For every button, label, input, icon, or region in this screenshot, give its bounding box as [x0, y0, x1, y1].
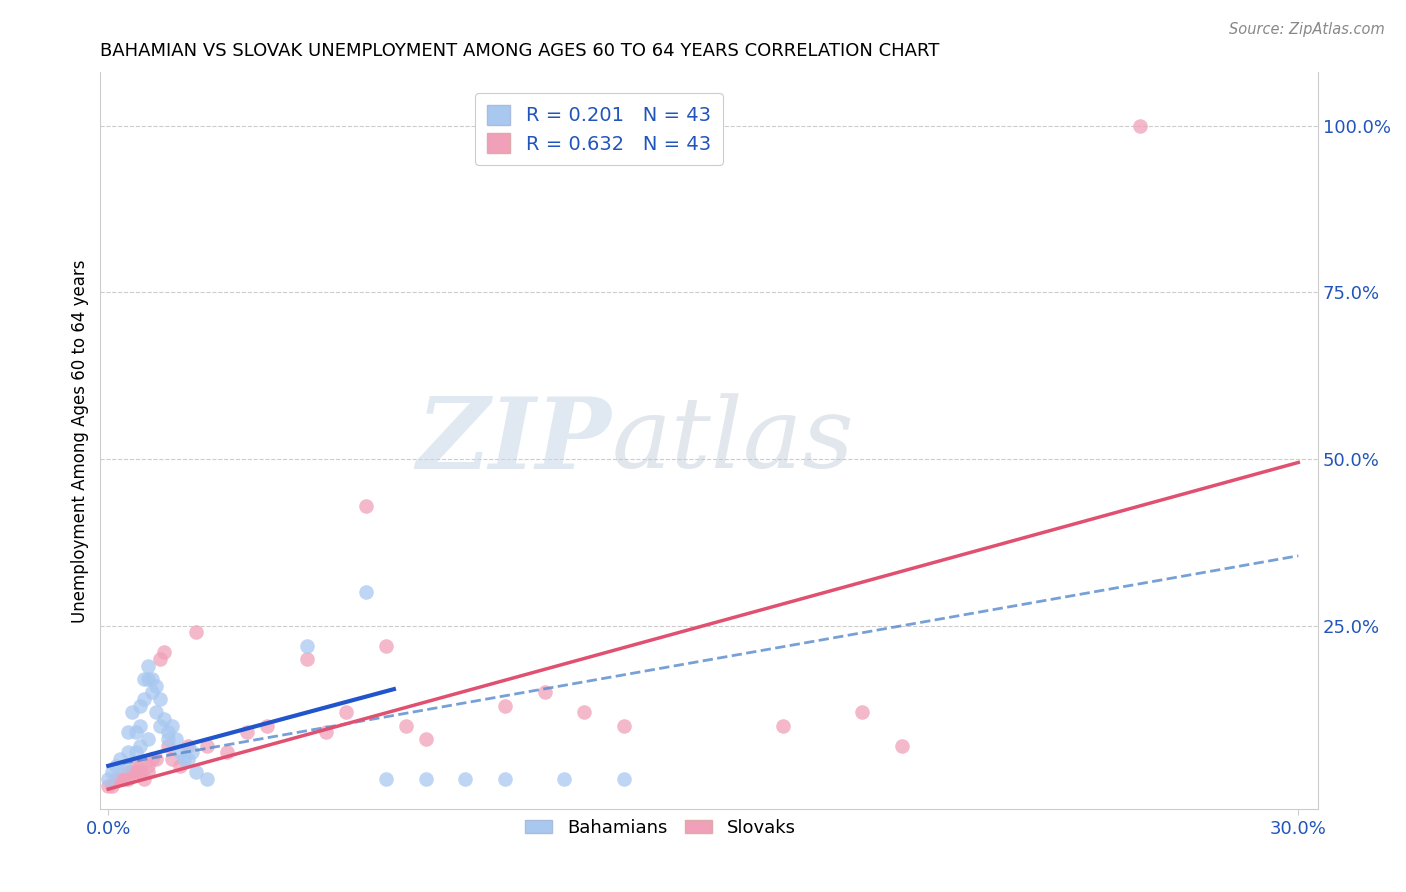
Point	[125, 746, 148, 760]
Point	[141, 685, 163, 699]
Text: atlas: atlas	[612, 393, 855, 489]
Point	[180, 746, 202, 760]
Text: ZIP: ZIP	[416, 392, 612, 489]
Point	[335, 706, 357, 720]
Point	[145, 679, 167, 693]
Point	[295, 652, 318, 666]
Point	[236, 725, 259, 739]
Text: BAHAMIAN VS SLOVAK UNEMPLOYMENT AMONG AGES 60 TO 64 YEARS CORRELATION CHART: BAHAMIAN VS SLOVAK UNEMPLOYMENT AMONG AG…	[100, 42, 939, 60]
Point	[256, 719, 278, 733]
Point	[136, 658, 159, 673]
Point	[112, 772, 135, 786]
Point	[97, 779, 120, 793]
Point	[136, 759, 159, 773]
Point	[415, 772, 437, 786]
Point	[574, 706, 596, 720]
Point	[117, 725, 139, 739]
Point	[354, 585, 377, 599]
Point	[105, 772, 128, 786]
Point	[153, 645, 176, 659]
Point	[553, 772, 575, 786]
Point	[121, 706, 143, 720]
Point	[145, 706, 167, 720]
Point	[117, 765, 139, 780]
Point	[454, 772, 477, 786]
Point	[105, 759, 128, 773]
Point	[101, 779, 124, 793]
Point	[136, 732, 159, 747]
Point	[533, 685, 555, 699]
Point	[184, 765, 207, 780]
Point	[217, 746, 239, 760]
Point	[108, 772, 131, 786]
Point	[160, 752, 183, 766]
Point	[156, 739, 179, 753]
Point	[117, 746, 139, 760]
Point	[129, 698, 152, 713]
Text: Source: ZipAtlas.com: Source: ZipAtlas.com	[1229, 22, 1385, 37]
Point	[125, 765, 148, 780]
Y-axis label: Unemployment Among Ages 60 to 64 years: Unemployment Among Ages 60 to 64 years	[72, 259, 89, 623]
Point	[197, 772, 219, 786]
Point	[613, 772, 636, 786]
Point	[165, 732, 187, 747]
Point	[156, 732, 179, 747]
Point	[375, 639, 398, 653]
Point	[149, 692, 172, 706]
Point	[184, 625, 207, 640]
Point	[169, 746, 191, 760]
Point	[153, 712, 176, 726]
Point	[101, 765, 124, 780]
Point	[197, 739, 219, 753]
Point	[890, 739, 912, 753]
Point	[315, 725, 337, 739]
Point	[415, 732, 437, 747]
Point	[141, 672, 163, 686]
Point	[149, 719, 172, 733]
Point	[125, 759, 148, 773]
Point	[169, 759, 191, 773]
Point	[494, 698, 516, 713]
Point	[149, 652, 172, 666]
Point	[395, 719, 418, 733]
Point	[176, 752, 198, 766]
Point	[160, 719, 183, 733]
Point	[613, 719, 636, 733]
Point	[117, 772, 139, 786]
Point	[129, 765, 152, 780]
Point	[156, 725, 179, 739]
Point	[112, 759, 135, 773]
Point	[132, 692, 155, 706]
Point	[375, 772, 398, 786]
Point	[125, 725, 148, 739]
Point	[108, 752, 131, 766]
Point	[129, 759, 152, 773]
Point	[173, 752, 195, 766]
Point	[1129, 119, 1152, 133]
Point	[129, 719, 152, 733]
Point	[145, 752, 167, 766]
Point	[772, 719, 794, 733]
Legend: Bahamians, Slovaks: Bahamians, Slovaks	[517, 812, 803, 845]
Point	[494, 772, 516, 786]
Point	[354, 499, 377, 513]
Point	[121, 765, 143, 780]
Point	[851, 706, 873, 720]
Point	[141, 752, 163, 766]
Point	[132, 772, 155, 786]
Point	[295, 639, 318, 653]
Point	[136, 672, 159, 686]
Point	[176, 739, 198, 753]
Point	[132, 672, 155, 686]
Point	[97, 772, 120, 786]
Point	[129, 739, 152, 753]
Point	[136, 765, 159, 780]
